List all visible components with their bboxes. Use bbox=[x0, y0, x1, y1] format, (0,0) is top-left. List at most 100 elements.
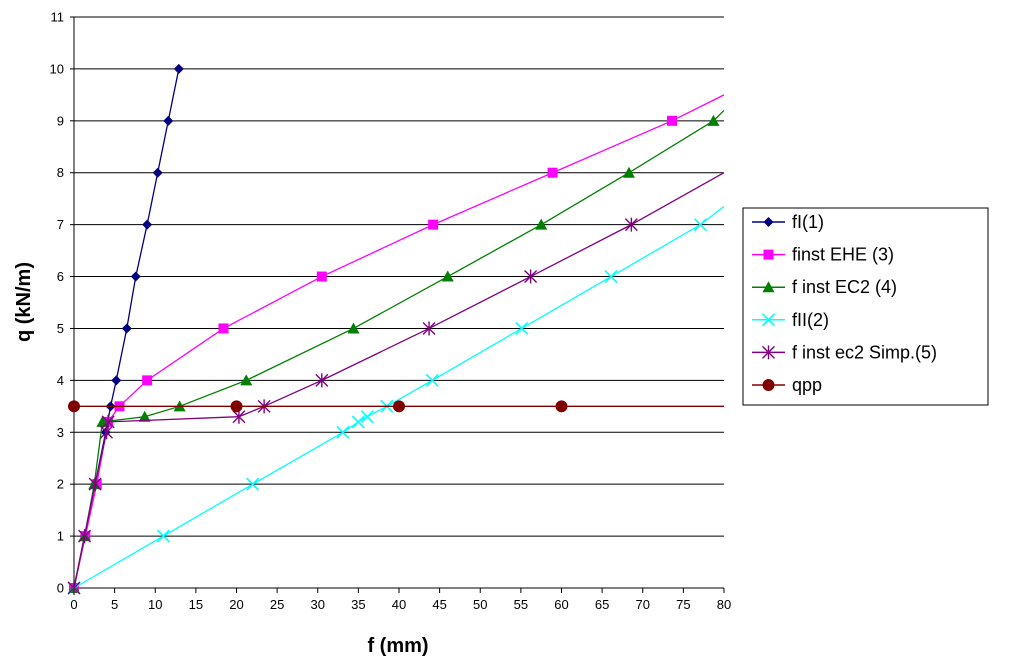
data-point bbox=[67, 581, 81, 595]
legend-label: f inst ec2 Simp.(5) bbox=[792, 342, 937, 362]
y-tick-label: 4 bbox=[57, 373, 64, 388]
data-point bbox=[100, 425, 113, 440]
data-point bbox=[393, 400, 405, 413]
y-tick-label: 7 bbox=[57, 217, 64, 232]
data-point bbox=[547, 167, 558, 178]
x-tick-label: 75 bbox=[676, 597, 690, 612]
legend-label: f inst EC2 (4) bbox=[792, 277, 897, 297]
y-tick-label: 2 bbox=[57, 477, 64, 492]
legend-item: finst EHE (3) bbox=[752, 245, 894, 265]
series-3 bbox=[67, 205, 725, 595]
data-point bbox=[230, 400, 243, 413]
data-point bbox=[130, 271, 141, 282]
legend-marker bbox=[762, 345, 775, 360]
data-point bbox=[604, 269, 618, 284]
data-point bbox=[138, 410, 151, 422]
y-axis-title: q (kN/m) bbox=[13, 262, 35, 342]
y-tick-label: 10 bbox=[50, 61, 64, 76]
series-line bbox=[73, 94, 725, 589]
x-tick-label: 70 bbox=[636, 597, 650, 612]
x-tick-label: 45 bbox=[432, 597, 446, 612]
y-tick-label: 8 bbox=[57, 165, 64, 180]
x-tick-label: 80 bbox=[717, 597, 731, 612]
legend-label: fI(1) bbox=[792, 212, 824, 232]
legend-marker bbox=[761, 313, 776, 327]
data-point bbox=[360, 410, 374, 424]
legend-label: qpp bbox=[792, 375, 822, 395]
y-tick-label: 3 bbox=[57, 425, 64, 440]
data-point bbox=[441, 270, 454, 282]
series-line bbox=[73, 205, 725, 589]
y-tick-label: 9 bbox=[57, 113, 64, 128]
x-axis-title: f (mm) bbox=[367, 635, 428, 657]
legend-item: f inst ec2 Simp.(5) bbox=[752, 342, 937, 362]
data-point bbox=[347, 322, 360, 334]
data-point bbox=[624, 217, 638, 232]
x-tick-label: 35 bbox=[351, 597, 365, 612]
data-point bbox=[422, 321, 436, 336]
x-tick-label: 10 bbox=[148, 597, 162, 612]
data-point bbox=[218, 323, 229, 334]
legend-item: qpp bbox=[752, 375, 822, 395]
data-point bbox=[515, 321, 529, 336]
legend: fI(1) finst EHE (3) f inst EC2 (4) fII(2) f … bbox=[742, 207, 989, 406]
data-point bbox=[68, 400, 80, 413]
data-point bbox=[336, 425, 350, 439]
y-tick-label: 1 bbox=[57, 529, 64, 544]
x-tick-label: 55 bbox=[514, 597, 528, 612]
data-point bbox=[156, 529, 170, 543]
data-point bbox=[142, 375, 153, 386]
grid-lines bbox=[74, 16, 724, 537]
data-point bbox=[667, 115, 677, 126]
data-point bbox=[315, 373, 329, 388]
data-point bbox=[622, 166, 635, 178]
legend-box bbox=[742, 207, 989, 406]
legend-marker bbox=[763, 249, 774, 260]
legend-item: fII(2) bbox=[752, 310, 829, 330]
data-point bbox=[111, 375, 122, 386]
data-point bbox=[142, 219, 153, 230]
x-tick-label: 65 bbox=[595, 597, 609, 612]
data-point bbox=[163, 115, 174, 126]
data-point bbox=[232, 409, 246, 424]
data-point bbox=[152, 167, 163, 178]
legend-item: fI(1) bbox=[752, 212, 824, 232]
data-point bbox=[173, 63, 184, 74]
y-tick-label: 5 bbox=[57, 321, 64, 336]
data-point bbox=[240, 374, 253, 386]
data-point bbox=[101, 414, 115, 429]
x-tick-label: 40 bbox=[392, 597, 406, 612]
data-point bbox=[428, 219, 439, 230]
data-point bbox=[78, 529, 92, 544]
data-point bbox=[121, 323, 132, 334]
series-5 bbox=[68, 400, 724, 413]
x-tick-label: 30 bbox=[311, 597, 325, 612]
legend-label: finst EHE (3) bbox=[792, 245, 894, 265]
data-point bbox=[555, 400, 568, 413]
data-point bbox=[316, 271, 327, 282]
y-tick-label: 6 bbox=[57, 269, 64, 284]
data-point bbox=[693, 218, 708, 232]
series-4 bbox=[67, 172, 725, 595]
x-tick-label: 60 bbox=[554, 597, 568, 612]
y-tick-label: 11 bbox=[51, 10, 65, 25]
legend-marker bbox=[762, 379, 775, 391]
data-point bbox=[246, 477, 260, 491]
data-point bbox=[707, 114, 720, 126]
data-point bbox=[351, 415, 365, 429]
x-tick-label: 25 bbox=[270, 597, 284, 612]
x-tick-label: 15 bbox=[189, 597, 203, 612]
x-tick-label: 20 bbox=[229, 597, 243, 612]
series-layer bbox=[67, 63, 725, 595]
legend-marker bbox=[763, 217, 774, 227]
x-tick-label: 5 bbox=[111, 597, 118, 612]
y-tick-label: 0 bbox=[57, 581, 64, 596]
x-tick-label: 50 bbox=[473, 597, 487, 612]
data-point bbox=[425, 373, 439, 387]
legend-item: f inst EC2 (4) bbox=[752, 277, 897, 297]
series-line bbox=[73, 172, 725, 589]
data-point bbox=[88, 477, 102, 492]
x-tick-label: 0 bbox=[70, 597, 77, 612]
